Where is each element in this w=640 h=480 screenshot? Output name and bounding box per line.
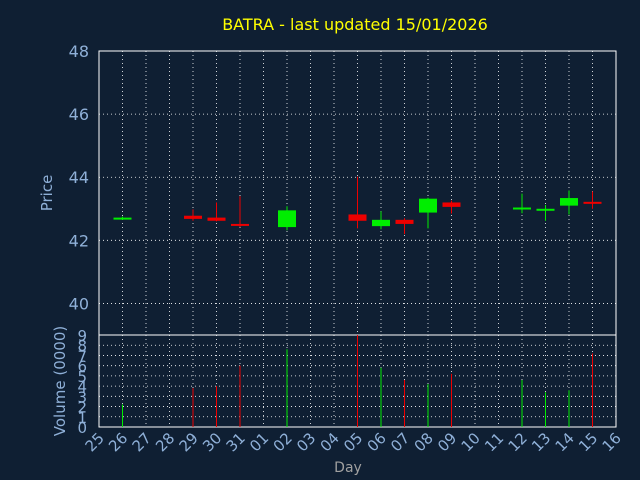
price-tick-label: 42: [69, 231, 89, 250]
candle-body: [278, 210, 296, 228]
day-axis: 2526272829303101020304050607080910111213…: [82, 429, 625, 455]
candle: [372, 211, 390, 230]
candle: [348, 176, 367, 229]
candle: [278, 206, 296, 231]
candle-body: [583, 201, 602, 204]
candle-body: [419, 198, 437, 213]
candle-body: [348, 214, 367, 221]
candle: [419, 197, 437, 229]
price-axis: 40 42 44 46 48: [69, 42, 89, 313]
volume-tick-label: 6: [77, 358, 87, 376]
price-tick-label: 46: [69, 105, 89, 124]
volume-tick-label: 3: [77, 388, 87, 406]
candle-body: [395, 219, 414, 224]
volume-axis-label: Volume (0000): [51, 326, 69, 436]
volume-tick-label: 4: [77, 378, 87, 396]
volume-tick-label: 1: [77, 409, 87, 427]
chart-title: BATRA - last updated 15/01/2026: [222, 15, 488, 34]
candle-body: [513, 207, 531, 210]
candle-body: [184, 215, 202, 219]
candle: [583, 191, 602, 209]
candle-body: [207, 217, 226, 221]
candle-body: [231, 223, 249, 226]
volume-tick-label: 5: [77, 368, 87, 386]
candle: [442, 200, 461, 214]
candle: [184, 209, 202, 221]
price-tick-label: 48: [69, 42, 89, 61]
volume-tick-label: 7: [77, 347, 87, 365]
candle-body: [536, 208, 555, 211]
candle: [395, 218, 414, 235]
candle-body: [372, 219, 390, 227]
price-tick-label: 40: [69, 294, 89, 313]
candle: [207, 202, 226, 222]
price-tick-label: 44: [69, 168, 89, 187]
candle-body: [113, 217, 132, 220]
volume-tick-label: 0: [77, 419, 87, 437]
volume-tick-label: 8: [77, 337, 87, 355]
candle: [513, 193, 531, 214]
day-axis-label: Day: [334, 460, 362, 476]
volume-series: [122, 335, 593, 427]
candle: [231, 196, 249, 228]
volume-tick-label: 9: [77, 327, 87, 345]
candle-body: [442, 202, 461, 207]
candle: [113, 216, 132, 220]
price-axis-label: Price: [38, 175, 56, 212]
candle: [560, 190, 578, 215]
candlestick-series: [113, 176, 602, 235]
volume-tick-label: 2: [77, 399, 87, 417]
candle: [536, 204, 555, 221]
candle-body: [560, 198, 578, 206]
